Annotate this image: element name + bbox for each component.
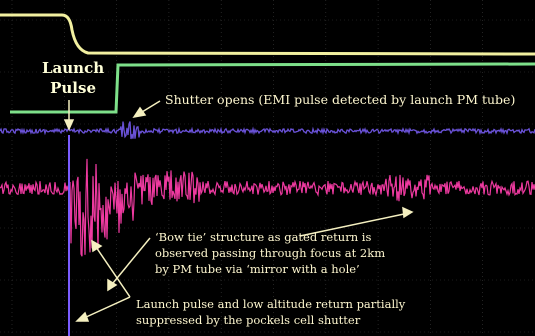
launch-pulse-label-line1: Launch <box>42 59 105 77</box>
arrowhead-launch-return-lower <box>75 311 90 322</box>
pink-trace-return-signal <box>0 158 535 257</box>
arrow-launch-return <box>95 246 131 298</box>
arrow-shutter <box>141 100 161 113</box>
arrowhead-bowtie-left <box>107 278 118 292</box>
purple-trace-launch-pm <box>0 121 535 140</box>
yellow-trace-launch-pulse <box>0 13 535 56</box>
arrowhead-bowtie-right <box>402 206 414 219</box>
bow-tie-label-line1: ‘Bow tie’ structure as gated return is <box>155 230 372 244</box>
annotation-arrows <box>63 100 414 322</box>
launch-pulse-label: Launch Pulse <box>42 58 104 98</box>
arrow-bowtie-left <box>112 237 151 284</box>
arrow-bowtie-right <box>299 213 405 237</box>
shutter-opens-label: Shutter opens (EMI pulse detected by lau… <box>165 92 516 107</box>
launch-return-label: Launch pulse and low altitude return par… <box>136 296 405 328</box>
arrowhead-launch-return <box>91 239 103 253</box>
launch-pulse-label-line2: Pulse <box>50 79 96 97</box>
arrowhead-launch-down <box>63 119 75 131</box>
bow-tie-label: ‘Bow tie’ structure as gated return is o… <box>155 229 385 277</box>
bow-tie-label-line2: observed passing through focus at 2km <box>155 246 386 260</box>
green-trace-shutter-gate <box>10 62 535 114</box>
bow-tie-label-line3: by PM tube via ‘mirror with a hole’ <box>155 262 360 276</box>
launch-return-label-line1: Launch pulse and low altitude return par… <box>136 297 406 311</box>
arrow-launch-return-lower <box>83 296 131 319</box>
arrowhead-shutter <box>132 106 147 119</box>
launch-return-label-line2: suppressed by the pockels cell shutter <box>136 313 361 327</box>
